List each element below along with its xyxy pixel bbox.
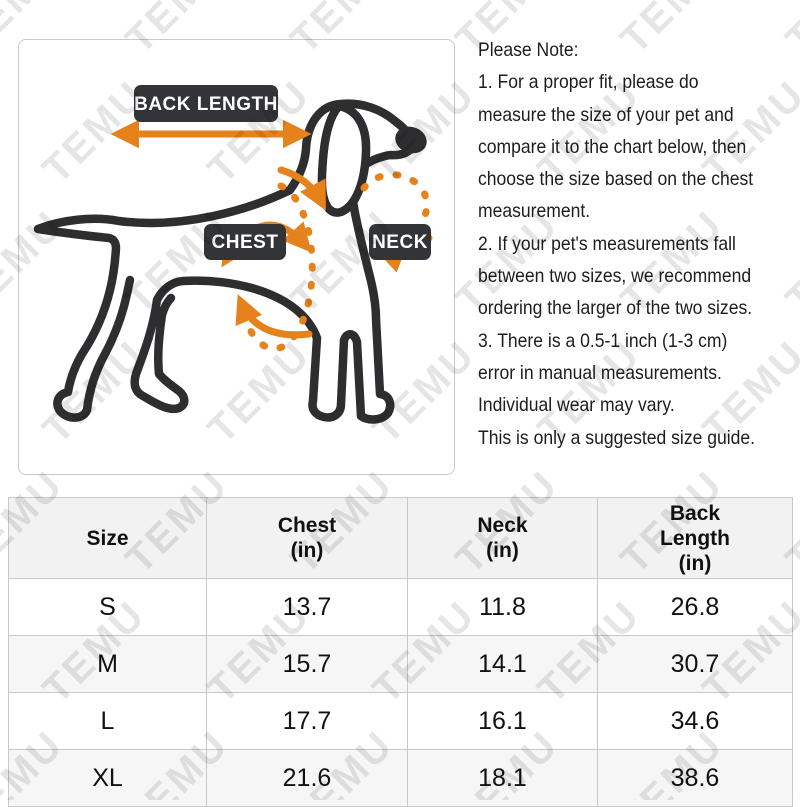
dog-ear (317, 101, 371, 217)
cell-chest: 13.7 (206, 578, 408, 636)
cell-chest: 17.7 (206, 692, 408, 750)
header-size: Size (8, 497, 207, 579)
back-length-label: BACK LENGTH (134, 94, 278, 115)
note-line: choose the size based on the chest (478, 168, 754, 191)
note-line: This is only a suggested size guide. (478, 426, 756, 449)
header-chest: Chest (in) (206, 497, 408, 579)
back-length-label-bg (134, 85, 278, 122)
table-header-row: Size Chest (in) Neck (in) Back Length (i… (8, 497, 793, 579)
note-line: 2. If your pet's measurements fall (478, 232, 736, 255)
neck-label: NECK (372, 232, 428, 253)
note-line: 1. For a proper fit, please do (478, 71, 699, 94)
notes-title: Please Note: (478, 39, 579, 61)
chest-label: CHEST (212, 232, 279, 253)
header-back-length: Back Length (in) (597, 497, 793, 579)
cell-size: L (8, 692, 207, 750)
cell-back-length: 30.7 (597, 635, 793, 693)
cell-size: S (8, 578, 207, 636)
cell-neck: 18.1 (407, 749, 598, 807)
table-row: XL 21.6 18.1 38.6 (8, 749, 793, 807)
dog-nose (395, 126, 427, 154)
cell-back-length: 34.6 (597, 692, 793, 750)
dog-diagram-svg: BACK LENGTH CHEST NECK (33, 85, 433, 424)
size-table-section: Size Chest (in) Neck (in) Back Length (i… (8, 497, 793, 807)
diagram-labels: BACK LENGTH CHEST NECK (134, 85, 431, 260)
measuring-diagram-panel: BACK LENGTH CHEST NECK (18, 39, 455, 475)
cell-neck: 14.1 (407, 635, 598, 693)
cell-size: M (8, 635, 207, 693)
withers-arrow (277, 166, 326, 211)
neck-label-bg (369, 224, 431, 260)
cell-neck: 11.8 (407, 578, 598, 636)
note-line: 3. There is a 0.5-1 inch (1-3 cm) (478, 329, 728, 352)
note-line: Individual wear may vary. (478, 394, 675, 417)
table-row: L 17.7 16.1 34.6 (8, 692, 793, 750)
header-neck: Neck (in) (407, 497, 598, 579)
table-row: S 13.7 11.8 26.8 (8, 578, 793, 636)
cell-back-length: 38.6 (597, 749, 793, 807)
note-line: ordering the larger of the two sizes. (478, 297, 753, 320)
cell-size: XL (8, 749, 207, 807)
measurement-marks (110, 119, 433, 353)
note-line: compare it to the chart below, then (478, 135, 747, 158)
size-table: Size Chest (in) Neck (in) Back Length (i… (8, 497, 793, 807)
note-line: measurement. (478, 200, 591, 223)
note-line: error in manual measurements. (478, 361, 722, 384)
cell-chest: 21.6 (206, 749, 408, 807)
note-line: between two sizes, we recommend (478, 265, 752, 288)
dog-outline (33, 99, 419, 424)
chest-label-bg (204, 224, 286, 260)
chest-arrow (235, 294, 313, 339)
notes-section: Please Note: 1. For a proper fit, please… (478, 34, 789, 454)
note-line: measure the size of your pet and (478, 103, 734, 126)
cell-neck: 16.1 (407, 692, 598, 750)
cell-chest: 15.7 (206, 635, 408, 693)
table-row: M 15.7 14.1 30.7 (8, 635, 793, 693)
neck-girth-dashes (360, 171, 431, 226)
cell-back-length: 26.8 (597, 578, 793, 636)
chest-girth-dashes (245, 182, 316, 353)
